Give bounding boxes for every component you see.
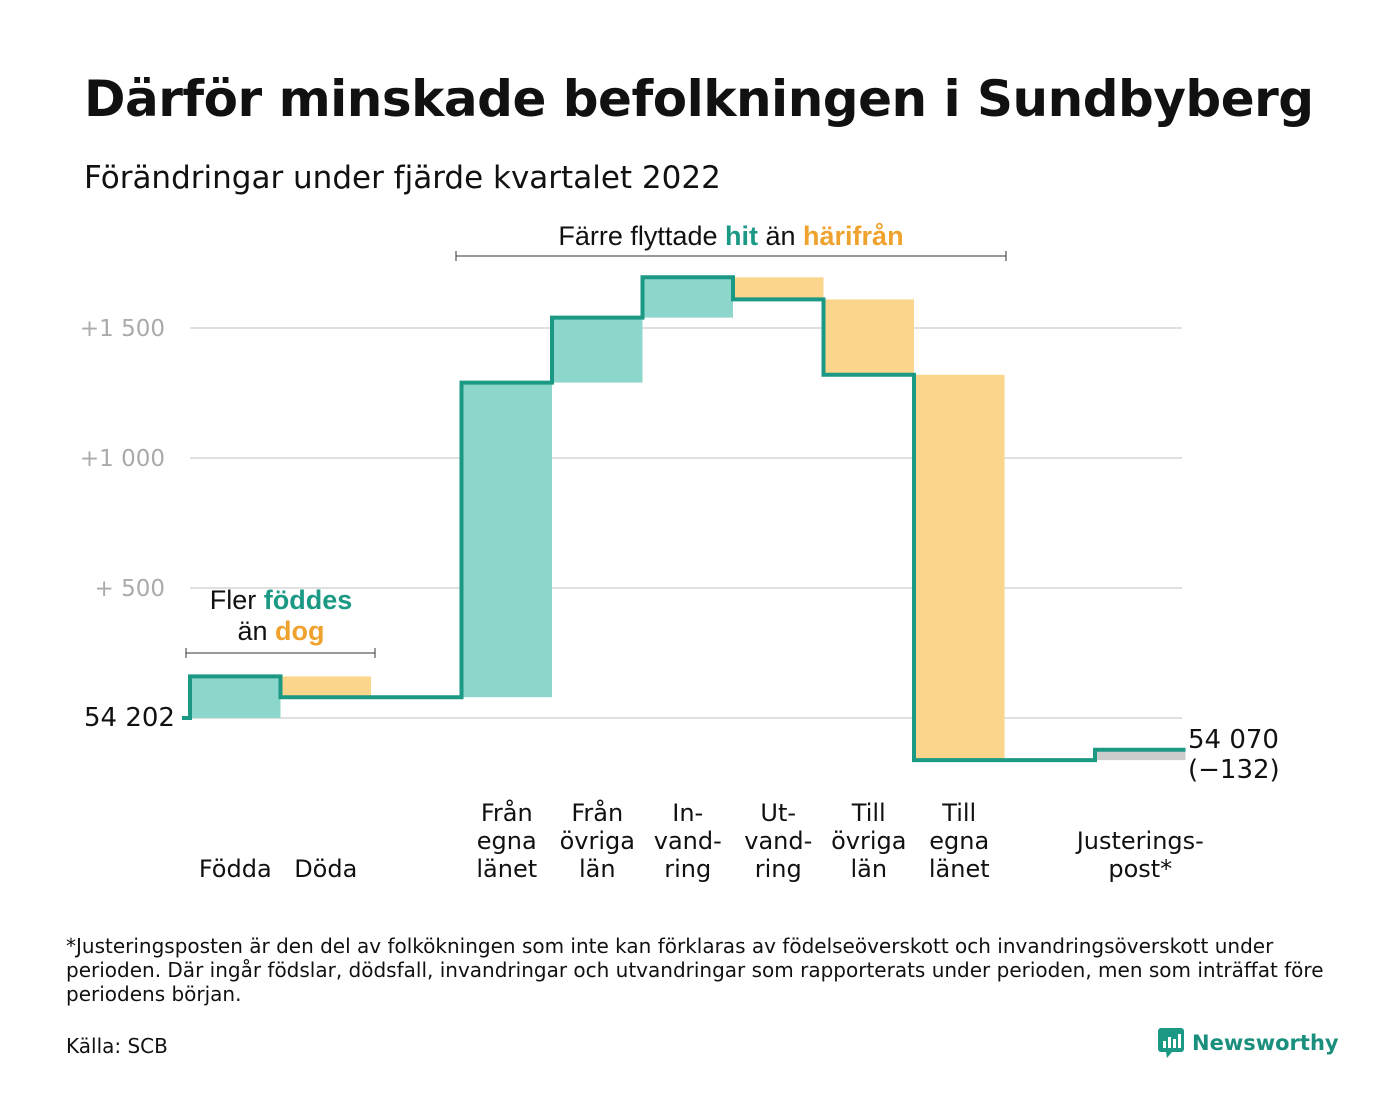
annotations: Fler föddes än dog Färre flyttade hit än… [185,221,1007,658]
births-annotation-line2: än dog [237,616,324,646]
category-label: övriga [560,827,635,855]
category-label: egna [929,827,989,855]
bar-in--vand--ring [642,277,733,318]
chart-title: Därför minskade befolkningen i Sundbyber… [84,70,1314,128]
category-label: Döda [294,855,357,883]
source-note: Källa: SCB [66,1034,168,1058]
births-annotation-line1: Fler föddes [210,585,353,615]
bar-justerings--post* [1095,749,1186,761]
bar-till-egna-länet [914,374,1005,761]
category-label: länet [476,855,537,883]
bar-döda [280,676,371,698]
start-value-label: 54 202 [84,703,175,733]
category-label: Från [481,798,533,827]
category-label: Födda [199,855,272,883]
category-label: In- [672,799,703,827]
category-label: Till [941,799,976,827]
footnote: *Justeringsposten är den del av folkökni… [66,934,1324,1006]
migration-annotation-bracket [455,251,1007,261]
bar-chart-speech-bubble-icon [1158,1028,1184,1058]
bars [190,277,1186,761]
waterfall-chart: + 500+1 000+1 500 Födda DödaFrånegnalänet… [80,221,1280,883]
category-label: Ut- [760,799,796,827]
bar-från-övriga-län [552,317,643,383]
category-label: Till [851,799,886,827]
migration-annotation: Färre flyttade hit än härifrån [558,221,903,251]
bar-födda [190,676,281,718]
end-value-label: 54 070 [1188,725,1279,755]
brand-name: Newsworthy [1192,1031,1339,1055]
category-label: ring [664,855,711,883]
cumulative-step-line [182,275,1186,763]
brand-logo: Newsworthy [1158,1028,1339,1058]
y-tick-labels: + 500 +1 000 +1 500 [80,316,165,602]
bar-ut--vand--ring [733,277,824,300]
category-label: vand- [654,827,722,855]
category-label: vand- [744,827,812,855]
bar-till-övriga-län [823,299,914,375]
category-label: övriga [831,827,906,855]
gridlines [190,327,1182,719]
y-tick-label: +1 000 [80,446,165,472]
y-tick-label: + 500 [95,576,165,602]
category-label: län [850,855,887,883]
category-label: Från [571,798,623,827]
category-label: länet [929,855,990,883]
births-annotation-bracket [185,648,376,658]
category-labels: Födda DödaFrånegnalänetFrånövrigalänIn-va… [199,798,1204,883]
category-label: egna [477,827,537,855]
y-tick-label: +1 500 [80,316,165,342]
category-label: län [579,855,616,883]
end-change-label: (−132) [1188,755,1280,785]
category-label: post* [1108,855,1172,883]
category-label: Justerings- [1075,827,1204,855]
bar-från-egna-länet [461,382,552,698]
category-label: ring [755,855,802,883]
chart-subtitle: Förändringar under fjärde kvartalet 2022 [84,160,721,196]
